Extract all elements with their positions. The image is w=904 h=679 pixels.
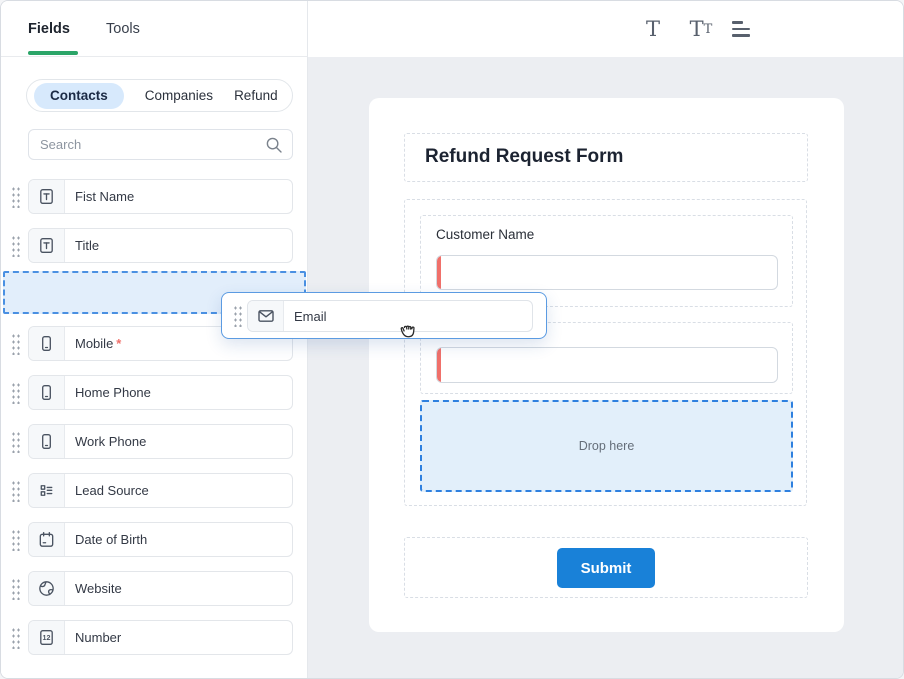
top-toolbar: T TT Preview Cancel Next Step [308, 1, 903, 57]
module-tab-refund[interactable]: Refund [234, 88, 278, 103]
drop-target-zone[interactable]: Drop here [420, 400, 793, 492]
field-row: Home Phone [1, 375, 308, 410]
form-canvas: Refund Request Form Customer Name Drop h… [308, 57, 903, 678]
search-icon [266, 137, 282, 153]
tab-fields[interactable]: Fields [28, 21, 70, 37]
required-left-strip [437, 256, 441, 289]
field-row: Lead Source [1, 473, 308, 508]
drag-handle-icon[interactable] [11, 529, 20, 551]
field-item-fist-name[interactable]: Fist Name [28, 179, 293, 214]
required-asterisk: * [116, 336, 122, 351]
field-row: Fist Name [1, 179, 308, 214]
text-field-icon [29, 180, 65, 213]
form-title: Refund Request Form [425, 146, 624, 167]
fields-group-block: Customer Name Drop here [404, 199, 807, 506]
module-tab-contacts[interactable]: Contacts [34, 82, 124, 109]
picklist-icon [29, 474, 65, 507]
field-item-home-phone[interactable]: Home Phone [28, 375, 293, 410]
second-field-input[interactable] [436, 347, 778, 383]
field-label: Work Phone [75, 434, 147, 449]
field-search-box [28, 129, 293, 160]
drag-handle-icon[interactable] [11, 627, 20, 649]
tab-tools[interactable]: Tools [106, 21, 140, 37]
globe-icon [29, 572, 65, 605]
mobile-phone-icon [29, 376, 65, 409]
customer-name-input[interactable] [436, 255, 778, 290]
field-row: Date of Birth [1, 522, 308, 557]
form-preview-card: Refund Request Form Customer Name Drop h… [369, 98, 844, 632]
second-field-block[interactable] [420, 322, 793, 394]
field-label: Email [294, 308, 327, 324]
field-item-work-phone[interactable]: Work Phone [28, 424, 293, 459]
drag-handle-icon[interactable] [11, 480, 20, 502]
module-tabs: Contacts Companies Refund [26, 79, 293, 112]
drag-handle-icon[interactable] [11, 431, 20, 453]
mobile-phone-icon [29, 327, 65, 360]
drag-handle-icon[interactable] [233, 305, 242, 327]
text-field-icon [29, 229, 65, 262]
field-row: Website [1, 571, 308, 606]
field-label: Mobile [75, 336, 114, 351]
field-row: Title [1, 228, 308, 263]
form-title-block[interactable]: Refund Request Form [404, 133, 808, 182]
field-item-website[interactable]: Website [28, 571, 293, 606]
field-label: Title [75, 238, 100, 253]
drag-handle-icon[interactable] [11, 333, 20, 355]
field-item-lead-source[interactable]: Lead Source [28, 473, 293, 508]
dragged-email-field[interactable]: Email [221, 292, 547, 339]
field-label: Home Phone [75, 385, 151, 400]
mobile-phone-icon [29, 425, 65, 458]
field-item-date-of-birth[interactable]: Date of Birth [28, 522, 293, 557]
field-label: Lead Source [75, 483, 149, 498]
field-row: 12 Number [1, 620, 308, 655]
field-label: Website [75, 581, 122, 596]
heading-small-glyph: T [703, 21, 713, 37]
email-icon [248, 301, 284, 331]
heading-big-glyph: T [689, 17, 704, 41]
customer-name-field-block[interactable]: Customer Name [420, 215, 793, 307]
drag-handle-icon[interactable] [11, 578, 20, 600]
module-tab-companies[interactable]: Companies [144, 88, 214, 103]
drop-here-label: Drop here [578, 439, 635, 453]
field-item-title[interactable]: Title [28, 228, 293, 263]
submit-block: Submit [404, 537, 808, 598]
customer-name-label: Customer Name [436, 227, 535, 242]
drag-handle-icon[interactable] [11, 382, 20, 404]
number-icon: 12 [29, 621, 65, 654]
field-label: Date of Birth [75, 532, 148, 547]
svg-text:12: 12 [43, 634, 51, 642]
calendar-icon [29, 523, 65, 556]
submit-button[interactable]: Submit [557, 548, 655, 588]
description-lines-icon[interactable] [732, 1, 762, 57]
active-tab-underline [28, 51, 78, 55]
required-left-strip [437, 348, 441, 382]
field-label: Fist Name [75, 189, 135, 204]
sidebar-header: Fields Tools [1, 1, 308, 57]
field-row: Work Phone [1, 424, 308, 459]
dragged-field-card: Email [247, 300, 533, 332]
field-label: Number [75, 630, 122, 645]
text-element-icon[interactable]: T [645, 17, 660, 41]
field-item-number[interactable]: 12 Number [28, 620, 293, 655]
drag-handle-icon[interactable] [11, 186, 20, 208]
fields-sidebar: Contacts Companies Refund Fist Name [1, 57, 308, 678]
search-input[interactable] [40, 130, 260, 159]
drag-handle-icon[interactable] [11, 235, 20, 257]
